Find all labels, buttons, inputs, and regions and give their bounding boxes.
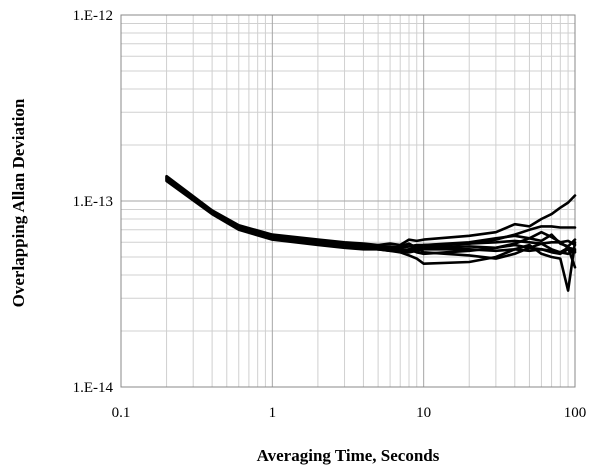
x-axis-tick-labels: 0.1 1 10 100 <box>112 405 587 421</box>
plot-area-frame <box>120 14 576 388</box>
x-axis-title: Averaging Time, Seconds <box>257 446 440 465</box>
y-tick-label: 1.E-12 <box>73 8 113 24</box>
data-series-group <box>165 174 577 292</box>
x-tick-label: 10 <box>416 405 431 421</box>
y-tick-label: 1.E-13 <box>73 194 113 210</box>
x-tick-label: 0.1 <box>112 405 131 421</box>
y-axis-tick-labels: 1.E-14 1.E-13 1.E-12 <box>73 8 114 396</box>
series-line-9 <box>165 176 577 251</box>
y-axis-title: Overlapping Allan Deviation <box>9 98 28 307</box>
x-tick-label: 100 <box>564 405 587 421</box>
y-tick-label: 1.E-14 <box>73 380 114 396</box>
x-tick-label: 1 <box>269 405 277 421</box>
